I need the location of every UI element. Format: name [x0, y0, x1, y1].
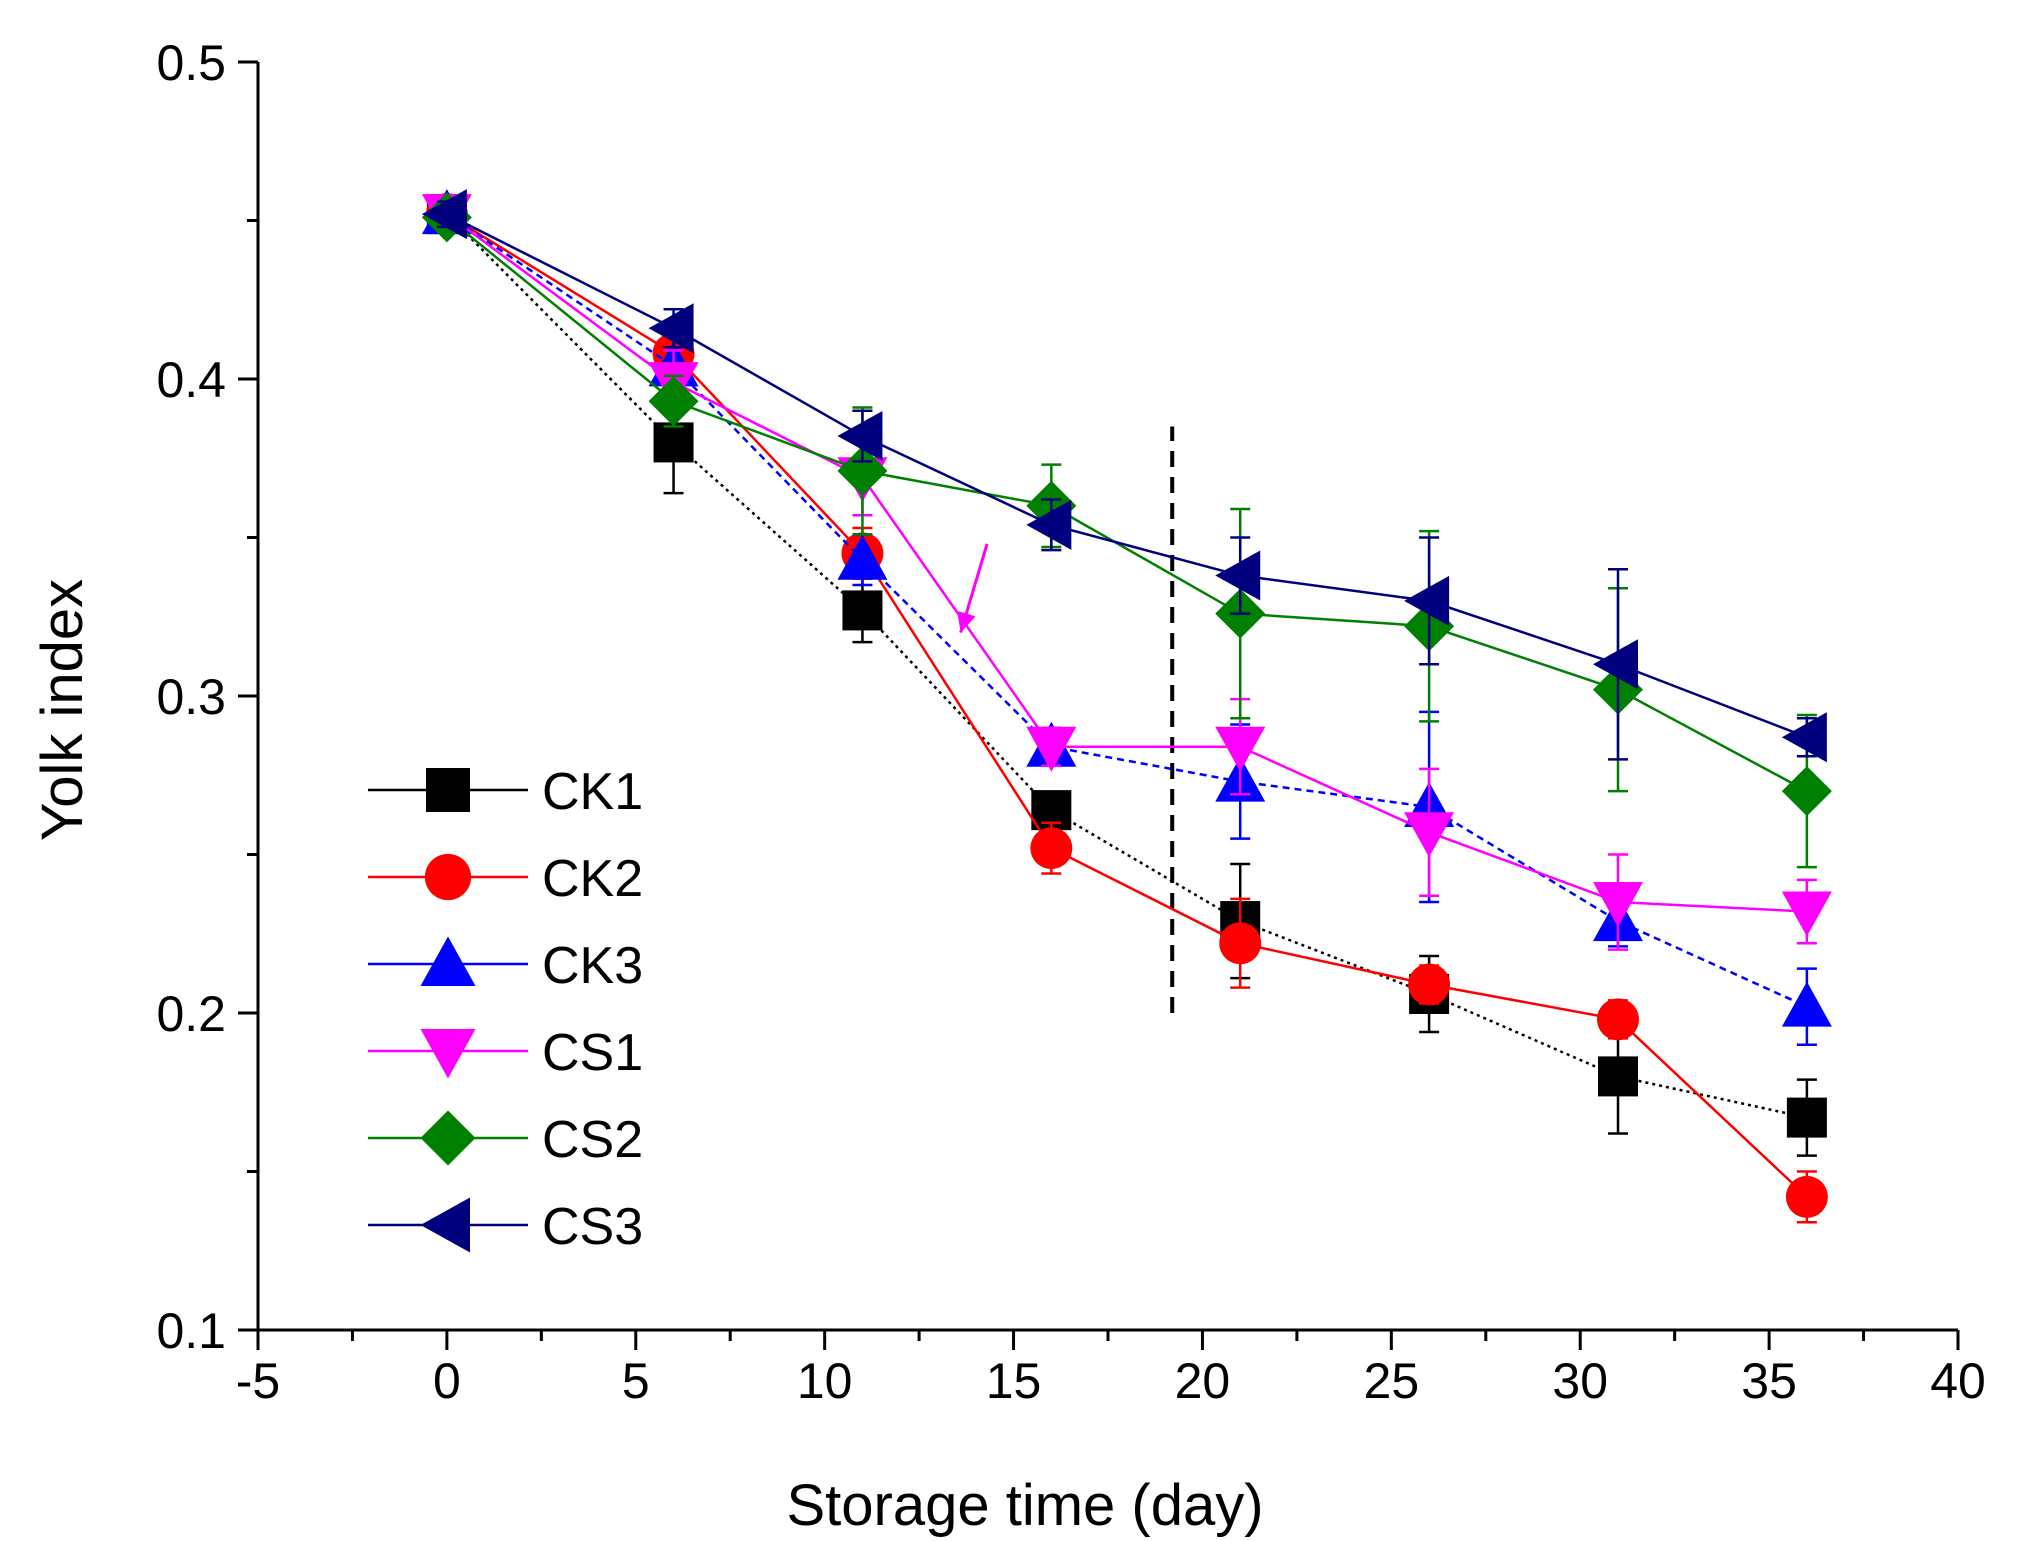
legend-label: CS1 — [542, 1024, 643, 1082]
y-tick-label: 0.3 — [156, 669, 226, 725]
data-point — [1593, 639, 1638, 690]
data-point — [1781, 712, 1827, 763]
data-point — [1026, 499, 1072, 550]
data-point — [1215, 726, 1266, 772]
data-point — [1781, 981, 1832, 1027]
x-tick-label: 35 — [1741, 1353, 1797, 1409]
data-point — [837, 411, 883, 462]
data-point — [1026, 726, 1077, 772]
x-tick-label: 25 — [1364, 1353, 1420, 1409]
data-point — [1030, 827, 1073, 870]
data-point — [653, 422, 694, 463]
y-tick-label: 0.2 — [156, 986, 226, 1042]
legend-item-ck2: CK2 — [368, 850, 643, 908]
y-tick-label: 0.5 — [156, 35, 226, 91]
plot-layer — [421, 189, 1832, 1224]
legend-marker — [420, 1110, 476, 1166]
y-tick-label: 0.1 — [156, 1303, 226, 1359]
series-cs3 — [421, 189, 1827, 763]
series-line — [446, 213, 1808, 1198]
data-point — [1593, 882, 1643, 928]
data-point — [1404, 575, 1450, 626]
data-point — [1598, 1056, 1638, 1097]
legend-marker — [420, 1197, 470, 1253]
x-axis-title: Storage time (day) — [786, 1473, 1263, 1538]
data-point — [1408, 963, 1451, 1006]
data-point — [1786, 1097, 1827, 1138]
legend-marker — [420, 936, 476, 986]
data-point — [1781, 766, 1832, 817]
axes-layer: -5 0 5 10 15 20 25 30 35 40 0.1 0.2 0.3 0.4 0.5 — [156, 35, 1985, 1409]
x-tick-label: 30 — [1552, 1353, 1608, 1409]
data-point — [648, 376, 699, 427]
legend-item-cs3: CS3 — [368, 1197, 643, 1256]
legend-item-cs1: CS1 — [368, 1024, 643, 1082]
data-point — [1404, 812, 1455, 858]
legend-marker — [420, 1029, 476, 1079]
x-tick-label: 5 — [622, 1353, 650, 1409]
legend-label: CK2 — [542, 850, 643, 908]
legend-item-ck3: CK3 — [368, 936, 643, 995]
x-tick-label: 20 — [1175, 1353, 1231, 1409]
data-point — [842, 590, 883, 631]
legend-label: CS3 — [542, 1198, 643, 1256]
x-tick-label: 10 — [797, 1353, 853, 1409]
legend-label: CK3 — [542, 937, 643, 995]
series-ck1 — [426, 194, 1827, 1157]
legend-label: CS2 — [542, 1111, 643, 1169]
legend-marker — [426, 768, 470, 812]
data-point — [1597, 998, 1639, 1041]
data-point — [1215, 550, 1261, 601]
annotation-arrow-head — [957, 610, 976, 633]
legend: CK1 CK2 CK3 CS1 CS2 CS3 — [368, 763, 643, 1256]
data-point — [421, 189, 467, 240]
y-axis-title: Yolk index — [30, 579, 95, 841]
series-line — [446, 213, 1807, 913]
series-line — [446, 216, 1808, 793]
x-tick-label: 0 — [433, 1353, 461, 1409]
series-line — [446, 213, 1808, 1119]
legend-label: CK1 — [542, 763, 643, 821]
x-tick-label: 15 — [986, 1353, 1042, 1409]
legend-marker — [424, 853, 472, 901]
y-tick-label: 0.4 — [156, 352, 226, 408]
legend-item-cs2: CS2 — [368, 1110, 643, 1169]
x-tick-label: 40 — [1930, 1353, 1986, 1409]
data-point — [837, 445, 888, 496]
data-point — [1785, 1175, 1828, 1218]
series-line — [446, 213, 1808, 739]
data-point — [648, 303, 694, 354]
x-tick-label: -5 — [236, 1353, 280, 1409]
legend-item-ck1: CK1 — [368, 763, 643, 821]
data-point — [1781, 891, 1832, 937]
data-point — [1219, 922, 1262, 965]
data-point — [837, 534, 888, 580]
